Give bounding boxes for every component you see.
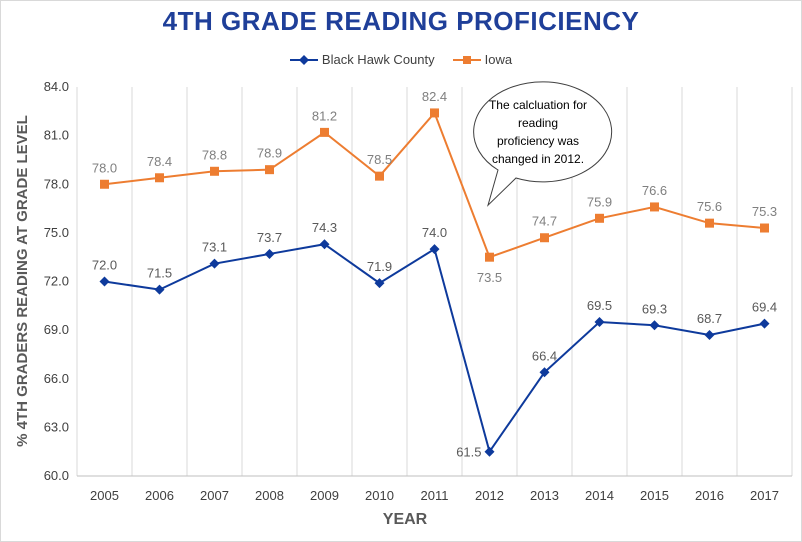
data-label: 75.6 (697, 199, 722, 214)
data-label: 69.3 (642, 301, 667, 316)
legend-item-black-hawk: Black Hawk County (289, 52, 435, 67)
data-point-diamond (209, 258, 220, 269)
data-point-square (320, 127, 329, 137)
x-tick-label: 2015 (640, 488, 669, 503)
data-point-square (430, 108, 439, 118)
legend-marker-square-icon (452, 55, 481, 64)
data-point-diamond (649, 320, 660, 331)
data-label: 71.9 (367, 259, 392, 274)
data-label: 74.7 (532, 214, 557, 229)
x-tick-label: 2014 (585, 488, 614, 503)
x-tick-label: 2006 (145, 488, 174, 503)
data-label: 78.4 (147, 154, 172, 169)
legend-item-iowa: Iowa (452, 52, 513, 67)
y-tick-label: 84.0 (44, 79, 69, 94)
callout-bubble (473, 81, 613, 207)
data-point-diamond (319, 239, 330, 250)
series-line-black-hawk (104, 243, 765, 455)
data-point-diamond (154, 284, 165, 295)
data-point-square (155, 173, 164, 183)
x-tick-label: 2008 (255, 488, 284, 503)
x-tick-label: 2016 (695, 488, 724, 503)
data-label: 74.3 (312, 220, 337, 235)
data-point-diamond (539, 367, 550, 378)
data-point-diamond (429, 244, 440, 255)
data-label: 74.0 (422, 225, 447, 240)
x-tick-label: 2010 (365, 488, 394, 503)
y-tick-label: 72.0 (44, 274, 69, 289)
x-tick-label: 2007 (200, 488, 229, 503)
callout-text-line: reading (518, 116, 558, 130)
data-point-square (265, 165, 274, 175)
data-label: 73.1 (202, 240, 227, 255)
x-axis-title: YEAR (383, 511, 428, 528)
data-label: 68.7 (697, 311, 722, 326)
data-label: 75.9 (587, 194, 612, 209)
y-tick-label: 69.0 (44, 322, 69, 337)
data-point-square (705, 218, 714, 228)
data-point-diamond (759, 318, 770, 329)
data-point-diamond (484, 446, 495, 457)
callout-text-line: changed in 2012. (492, 152, 584, 166)
data-point-square (210, 166, 219, 176)
y-tick-label: 81.0 (44, 128, 69, 143)
x-tick-label: 2005 (90, 488, 119, 503)
data-label: 76.6 (642, 183, 667, 198)
legend-marker-diamond-icon (289, 54, 318, 65)
data-point-diamond (99, 276, 110, 287)
data-label: 78.5 (367, 152, 392, 167)
data-point-diamond (594, 317, 605, 328)
legend: Black Hawk County Iowa (0, 52, 802, 67)
data-label: 71.5 (147, 266, 172, 281)
callout-text-line: The calcluation for (489, 98, 587, 112)
chart-title: 4TH GRADE READING PROFICIENCY (162, 6, 640, 36)
data-point-square (650, 202, 659, 212)
data-label: 78.0 (92, 160, 117, 175)
data-label: 72.0 (92, 258, 117, 273)
data-label: 73.5 (477, 270, 502, 285)
x-tick-label: 2009 (310, 488, 339, 503)
y-tick-label: 66.0 (44, 371, 69, 386)
data-point-square (100, 179, 109, 189)
data-point-diamond (704, 329, 715, 340)
legend-label-iowa: Iowa (484, 52, 513, 67)
x-tick-label: 2012 (475, 488, 504, 503)
y-axis-title: % 4TH GRADERS READING AT GRADE LEVEL (14, 115, 31, 447)
data-point-square (485, 252, 494, 262)
data-point-square (595, 213, 604, 223)
data-point-square (375, 171, 384, 181)
y-tick-label: 63.0 (44, 419, 69, 434)
x-tick-label: 2013 (530, 488, 559, 503)
data-label: 81.2 (312, 108, 337, 123)
data-point-diamond (264, 248, 275, 259)
x-tick-label: 2017 (750, 488, 779, 503)
data-label: 69.5 (587, 298, 612, 313)
data-label: 78.9 (257, 146, 282, 161)
data-label: 69.4 (752, 300, 777, 315)
y-tick-label: 78.0 (44, 176, 69, 191)
data-label: 78.8 (202, 147, 227, 162)
data-point-square (760, 223, 769, 233)
y-tick-label: 75.0 (44, 225, 69, 240)
data-point-square (540, 233, 549, 243)
x-tick-label: 2011 (421, 488, 449, 503)
data-point-diamond (374, 278, 385, 289)
legend-label-black-hawk: Black Hawk County (321, 52, 435, 67)
data-label: 75.3 (752, 204, 777, 219)
data-label: 73.7 (257, 230, 282, 245)
data-label: 61.5 (456, 445, 481, 460)
data-label: 82.4 (422, 89, 447, 104)
y-tick-label: 60.0 (44, 468, 69, 483)
callout-text-line: proficiency was (497, 134, 579, 148)
data-label: 66.4 (532, 348, 557, 363)
